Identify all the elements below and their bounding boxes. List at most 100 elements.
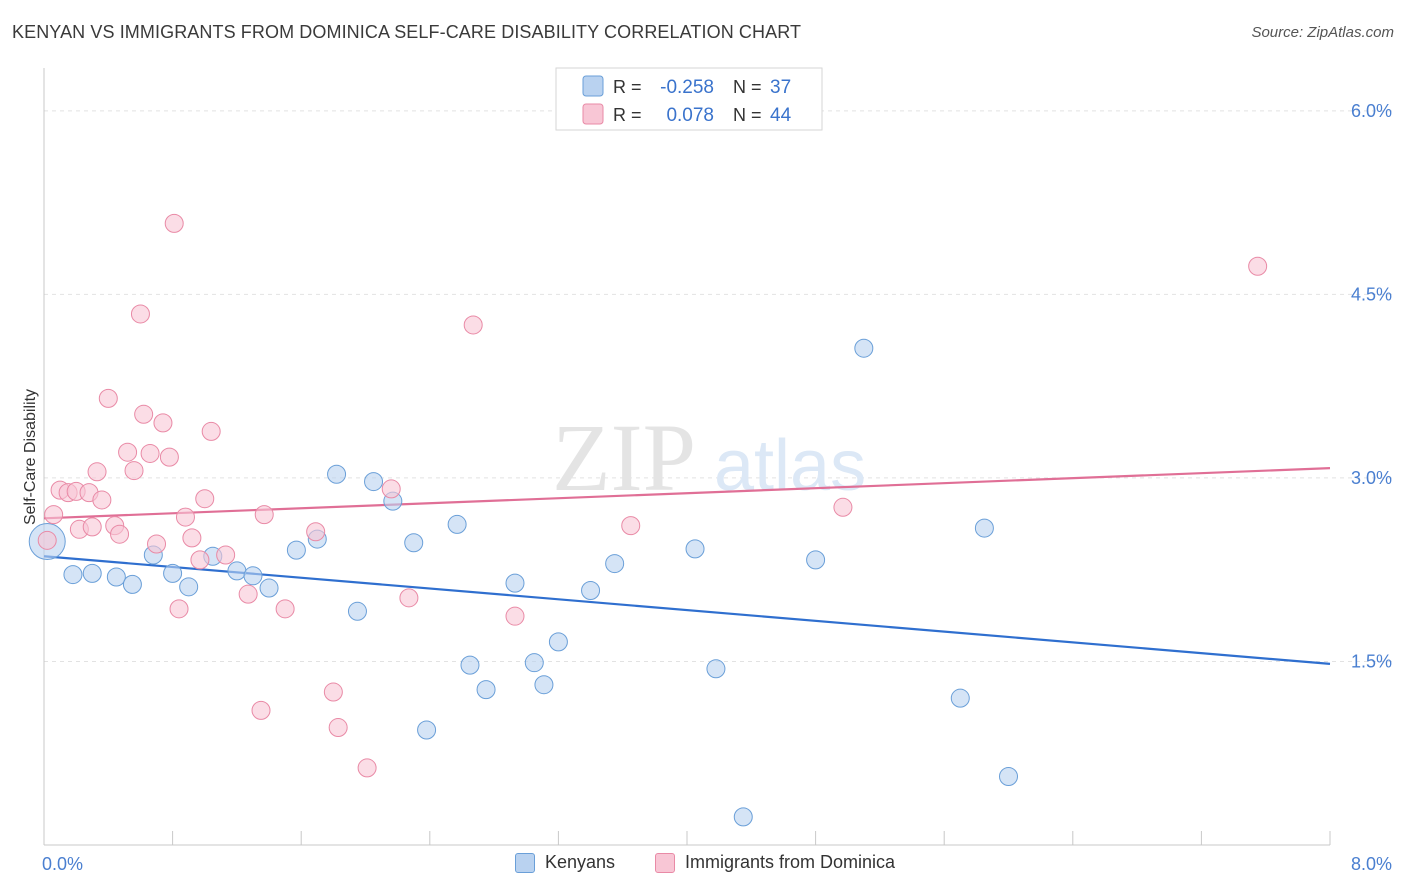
y-axis-label: Self-Care Disability (22, 389, 39, 525)
kenyans-point (806, 550, 826, 570)
chart-title: KENYAN VS IMMIGRANTS FROM DOMINICA SELF-… (12, 22, 802, 42)
y-tick-label: 1.5% (1351, 651, 1392, 671)
dominica-point (118, 442, 138, 462)
stats-r-label: R = (613, 77, 642, 97)
dominica-point (182, 528, 202, 548)
dominica-point (169, 599, 189, 619)
y-tick-label: 4.5% (1351, 284, 1392, 304)
dominica-point (306, 522, 326, 542)
legend-swatch-dominica (655, 852, 675, 873)
dominica-point (140, 443, 160, 463)
dominica-point (134, 404, 154, 424)
kenyans-point (227, 561, 247, 581)
kenyans-point (243, 566, 263, 586)
dominica-point (833, 497, 853, 517)
stats-n-value: 37 (770, 77, 791, 98)
kenyans-point (404, 533, 424, 553)
kenyans-point (417, 720, 437, 740)
dominica-point (92, 490, 112, 510)
legend-label-dominica: Immigrants from Dominica (685, 852, 896, 872)
dominica-point (190, 550, 210, 570)
kenyans-point (179, 577, 199, 597)
x-axis-ticks (43, 831, 1331, 845)
kenyans-point (122, 574, 142, 594)
kenyans-point (685, 539, 705, 559)
dominica-point (82, 517, 102, 537)
stats-r-value: -0.258 (660, 77, 714, 98)
kenyans-point (974, 518, 994, 538)
kenyans-point (581, 580, 601, 600)
x-tick-label-min: 0.0% (42, 854, 83, 874)
dominica-point (153, 413, 173, 433)
kenyans-point (82, 563, 102, 583)
kenyans-point (605, 554, 625, 574)
y-tick-label: 3.0% (1351, 468, 1392, 488)
dominica-point (251, 700, 271, 720)
dominica-point (1248, 256, 1268, 276)
dominica-point (216, 545, 236, 565)
stats-n-value: 44 (770, 105, 792, 126)
dominica-point (159, 447, 179, 467)
stats-r-label: R = (613, 105, 642, 125)
y-tick-labels: 1.5% 3.0% 4.5% 6.0% (1351, 101, 1392, 672)
kenyans-point (505, 573, 525, 593)
kenyans-point (286, 540, 306, 560)
kenyans-point (999, 766, 1018, 786)
dominica-point (124, 461, 144, 481)
dominica-point (238, 584, 258, 604)
y-tick-label: 6.0% (1351, 101, 1392, 121)
kenyans-point (534, 675, 554, 695)
kenyans-point (950, 688, 970, 708)
kenyans-point (524, 653, 544, 673)
kenyans-point (447, 514, 467, 534)
dominica-point (37, 530, 57, 550)
kenyans-point (733, 807, 753, 827)
dominica-point (201, 421, 221, 441)
series-legend: Kenyans Immigrants from Dominica (0, 852, 1406, 878)
kenyans-point (854, 338, 874, 358)
legend-swatch-kenyans (515, 852, 535, 873)
dominica-point (621, 516, 641, 536)
source-label: Source: ZipAtlas.com (1251, 24, 1394, 41)
dominica-point (275, 599, 295, 619)
kenyans-point (476, 680, 496, 700)
kenyans-point (259, 578, 279, 598)
dominica-point (254, 505, 274, 525)
stats-swatch (582, 103, 604, 125)
kenyans-point (163, 563, 183, 583)
data-points (28, 213, 1268, 827)
dominica-point (328, 718, 348, 738)
dominica-point (381, 479, 401, 499)
kenyans-point (63, 565, 83, 585)
dominica-point (147, 534, 167, 554)
kenyans-point (347, 601, 367, 621)
stats-swatch (582, 75, 604, 97)
kenyans-point (106, 567, 126, 587)
dominica-point (87, 462, 107, 482)
dominica-point (130, 304, 150, 324)
legend-label-kenyans: Kenyans (545, 852, 616, 872)
dominica-point (175, 507, 195, 527)
watermark: ZIP atlas (552, 404, 866, 511)
dominica-point (98, 388, 118, 408)
legend-item-dominica: Immigrants from Dominica (655, 852, 895, 873)
dominica-point (110, 524, 130, 544)
x-tick-label-max: 8.0% (1351, 854, 1392, 874)
stats-legend: R = -0.258 N = 37 R = 0.078 N = 44 (555, 67, 823, 131)
dominica-point (164, 213, 184, 233)
legend-item-kenyans: Kenyans (515, 852, 615, 873)
watermark-atlas: atlas (714, 426, 866, 506)
dominica-point (463, 315, 483, 335)
kenyans-point (548, 632, 568, 652)
dominica-point (323, 682, 343, 702)
kenyans-point (364, 472, 384, 492)
dominica-point (505, 606, 525, 626)
dominica-point (195, 489, 215, 509)
kenyans-point (706, 659, 726, 679)
stats-r-value: 0.078 (666, 105, 714, 126)
kenyans-point (327, 464, 347, 484)
stats-n-label: N = (733, 105, 762, 125)
kenyans-point (460, 655, 480, 675)
x-tick-labels: 0.0% 8.0% (42, 854, 1392, 874)
